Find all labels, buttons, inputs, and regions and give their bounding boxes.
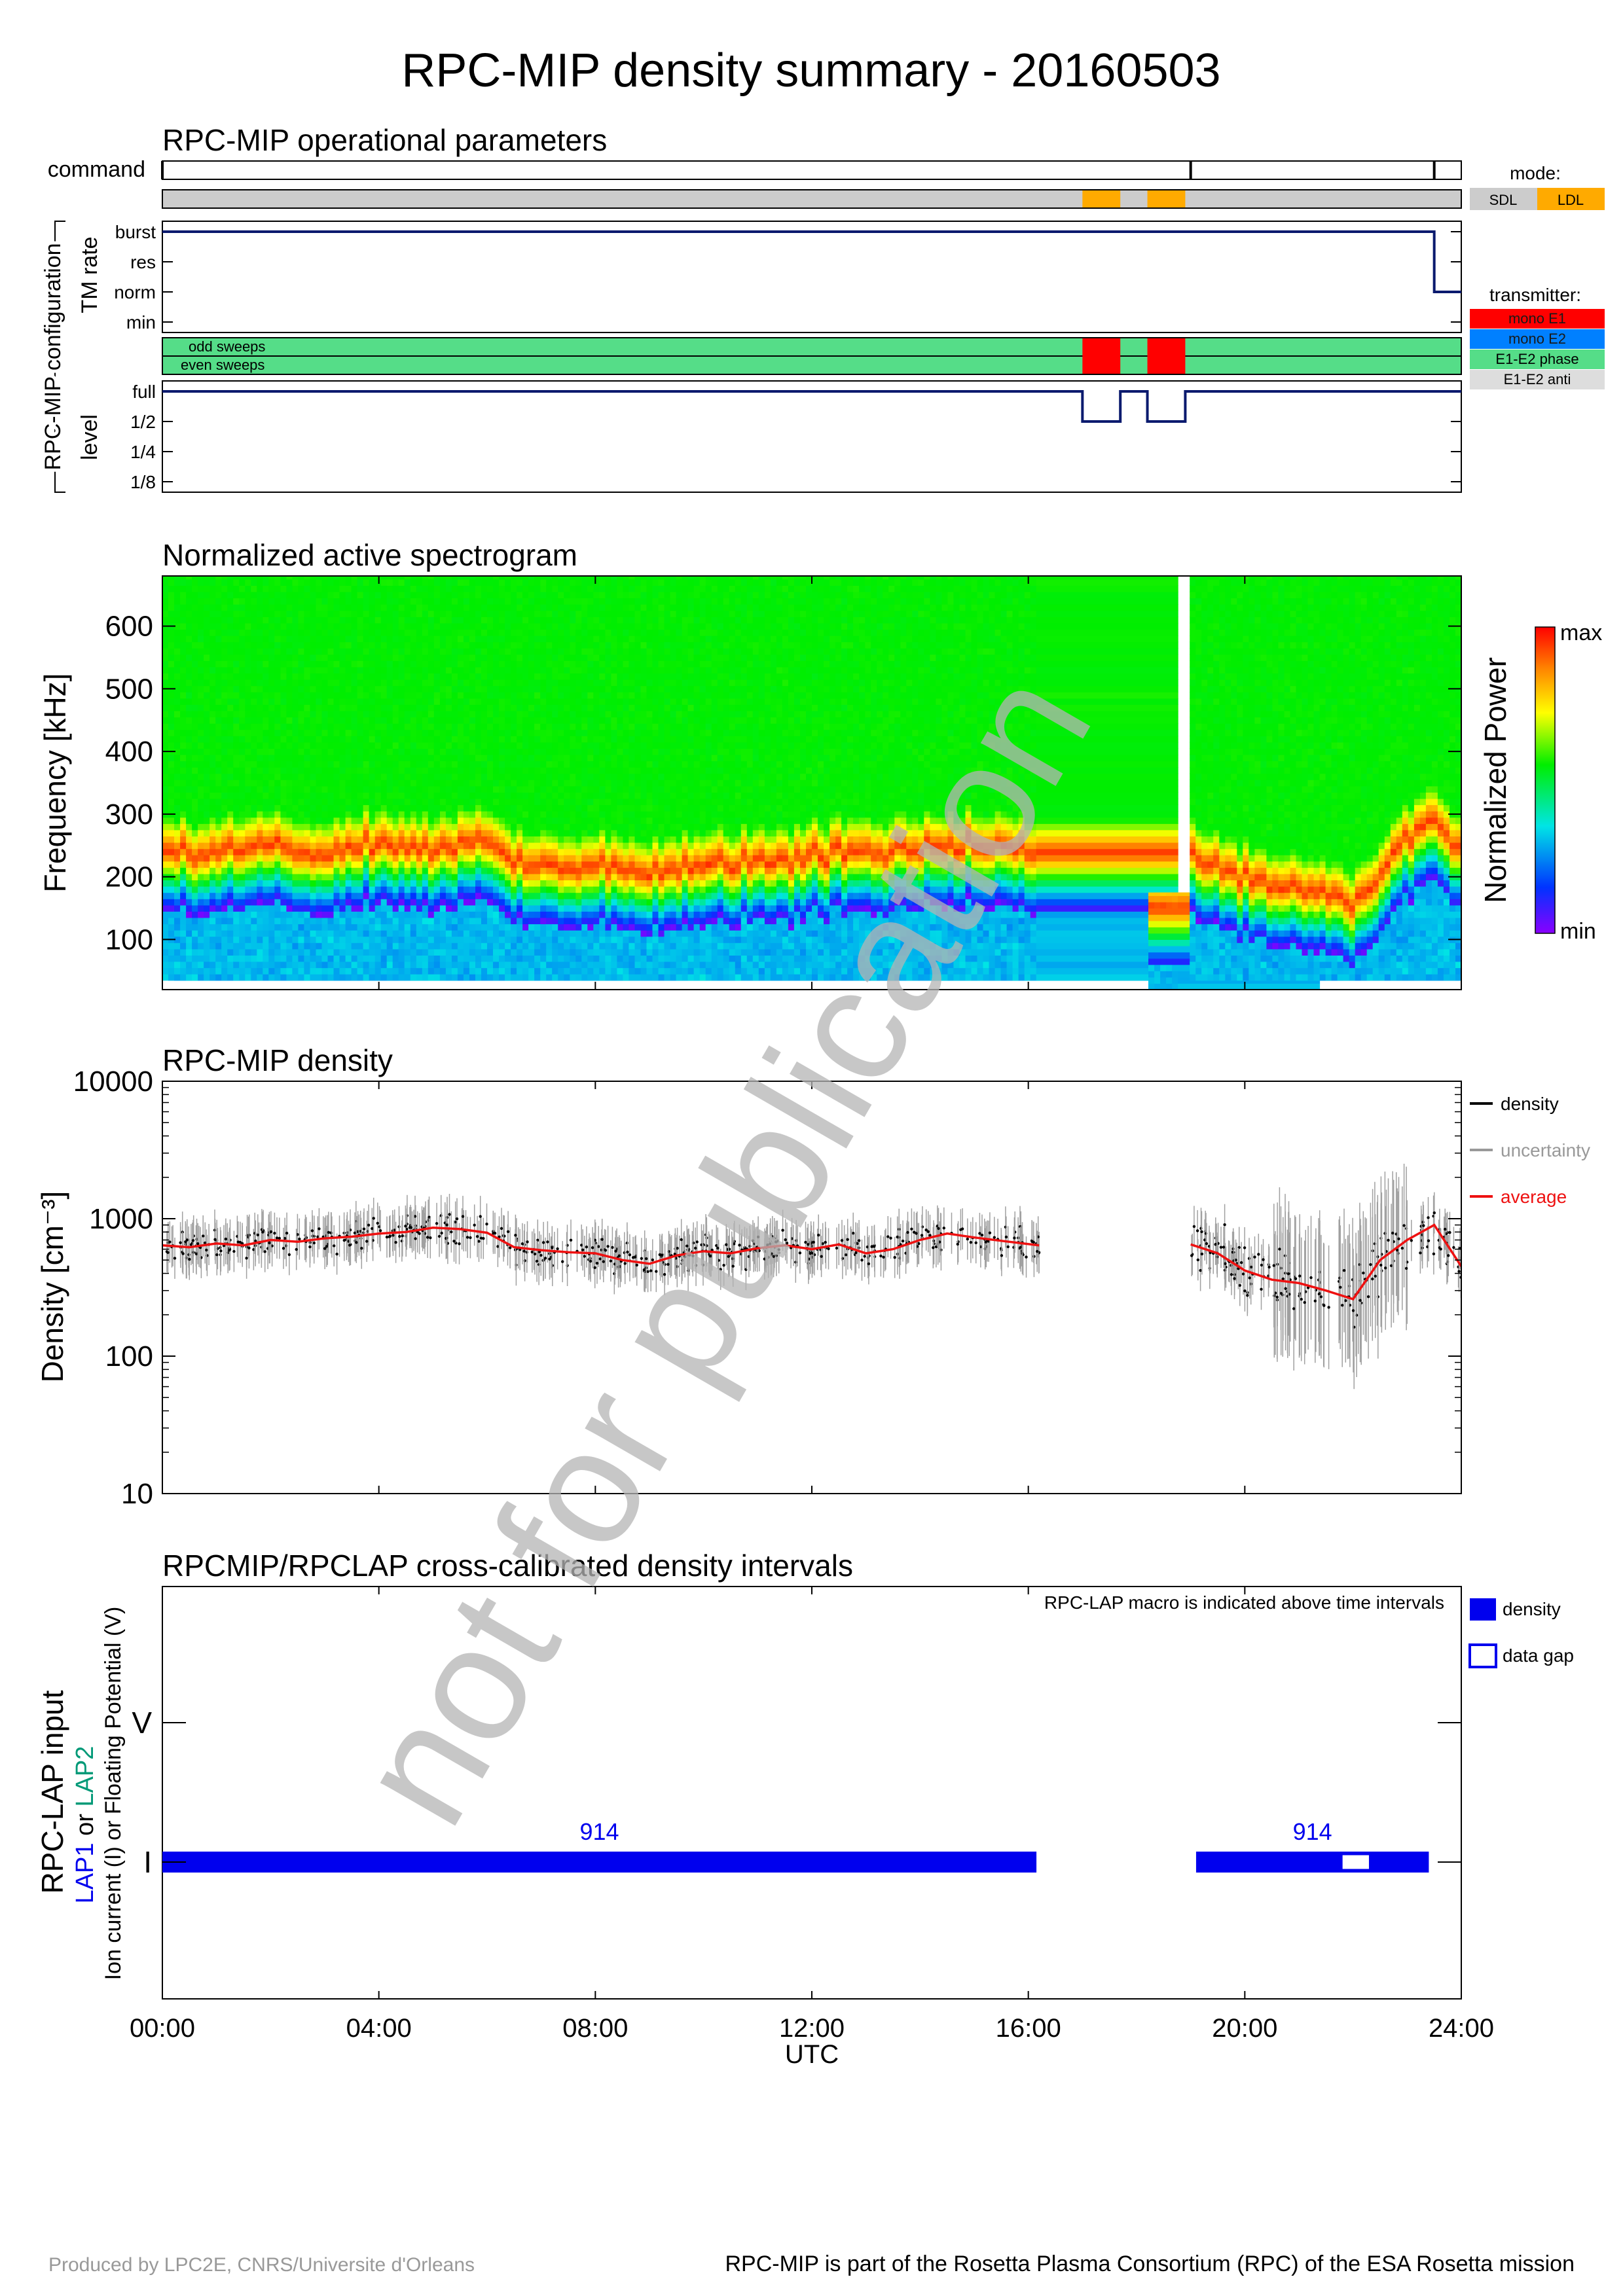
mode-legend-ldl-swatch bbox=[1537, 188, 1605, 210]
sweep-even-bar bbox=[162, 355, 1462, 375]
transmitter-legend-swatch bbox=[1470, 329, 1605, 349]
config-bracket bbox=[54, 221, 65, 493]
tm-rate-levels: burst res norm min bbox=[114, 222, 1461, 332]
mode-legend-sdl: SDL bbox=[1489, 192, 1518, 208]
sweep-mono-e1-interval bbox=[1147, 338, 1186, 374]
transmitter-legend-swatch bbox=[1470, 370, 1605, 389]
panel-spectrogram: Normalized active spectrogram 1002003004… bbox=[38, 538, 1602, 990]
tm-rate-level-label: min bbox=[126, 312, 156, 332]
mode-ldl-interval bbox=[1147, 190, 1186, 207]
tm-rate-level-label: norm bbox=[114, 282, 156, 302]
tm-rate-level-label: burst bbox=[115, 222, 156, 242]
transmitter-legend-title: transmitter: bbox=[1489, 285, 1581, 305]
mode-bar bbox=[162, 189, 1462, 209]
tm-rate-line bbox=[162, 230, 1461, 293]
level-axis-label: level bbox=[77, 414, 102, 460]
transmitter-legend-item: mono E2 bbox=[1508, 331, 1566, 347]
level-level-label: 1/8 bbox=[130, 472, 156, 492]
level-level-label: 1/4 bbox=[130, 442, 156, 462]
transmitter-legend: mono E1 mono E2 E1-E2 phase E1-E2 anti bbox=[1470, 309, 1605, 389]
transmitter-legend-item: mono E1 bbox=[1508, 310, 1566, 327]
transmitter-legend-item: E1-E2 anti bbox=[1504, 371, 1571, 387]
command-bar bbox=[162, 160, 1462, 180]
command-ticks bbox=[161, 161, 1436, 179]
tmrate-axis-label: TM rate bbox=[77, 236, 102, 313]
command-label: command bbox=[48, 157, 145, 182]
panel-title-spectrogram: Normalized active spectrogram bbox=[162, 538, 577, 572]
panel-operational: RPC-MIP operational parameters command b… bbox=[37, 123, 1605, 493]
config-group-label: RPC-MIP configuration bbox=[41, 243, 65, 470]
mode-ldl-interval bbox=[1082, 190, 1121, 207]
transmitter-legend-swatch bbox=[1470, 309, 1605, 329]
sweep-mono-e1-interval bbox=[1082, 338, 1121, 374]
level-level-label: 1/2 bbox=[130, 412, 156, 432]
mode-legend-sdl-swatch bbox=[1470, 188, 1537, 210]
panel-title-operational: RPC-MIP operational parameters bbox=[162, 123, 607, 157]
tm-rate-level-label: res bbox=[130, 252, 156, 272]
mode-ldl-intervals bbox=[1082, 190, 1186, 207]
mode-legend-title: mode: bbox=[1510, 163, 1561, 183]
level-levels: full 1/2 1/4 1/8 bbox=[130, 382, 1461, 492]
sweep-mono-e1-intervals bbox=[1082, 338, 1186, 374]
level-line bbox=[162, 390, 1461, 423]
mode-legend-ldl: LDL bbox=[1558, 192, 1584, 208]
sweep-odd-label: odd sweeps bbox=[189, 338, 265, 355]
sweep-odd-bar bbox=[162, 337, 1462, 357]
figure-title: RPC-MIP density summary - 20160503 bbox=[401, 45, 1220, 97]
sweep-even-label: even sweeps bbox=[181, 357, 264, 373]
level-box bbox=[162, 380, 1462, 493]
transmitter-legend-swatch bbox=[1470, 350, 1605, 369]
level-level-label: full bbox=[132, 382, 156, 402]
spectrogram-image bbox=[162, 576, 1461, 990]
transmitter-legend-item: E1-E2 phase bbox=[1495, 351, 1578, 367]
tmrate-box bbox=[162, 221, 1462, 333]
